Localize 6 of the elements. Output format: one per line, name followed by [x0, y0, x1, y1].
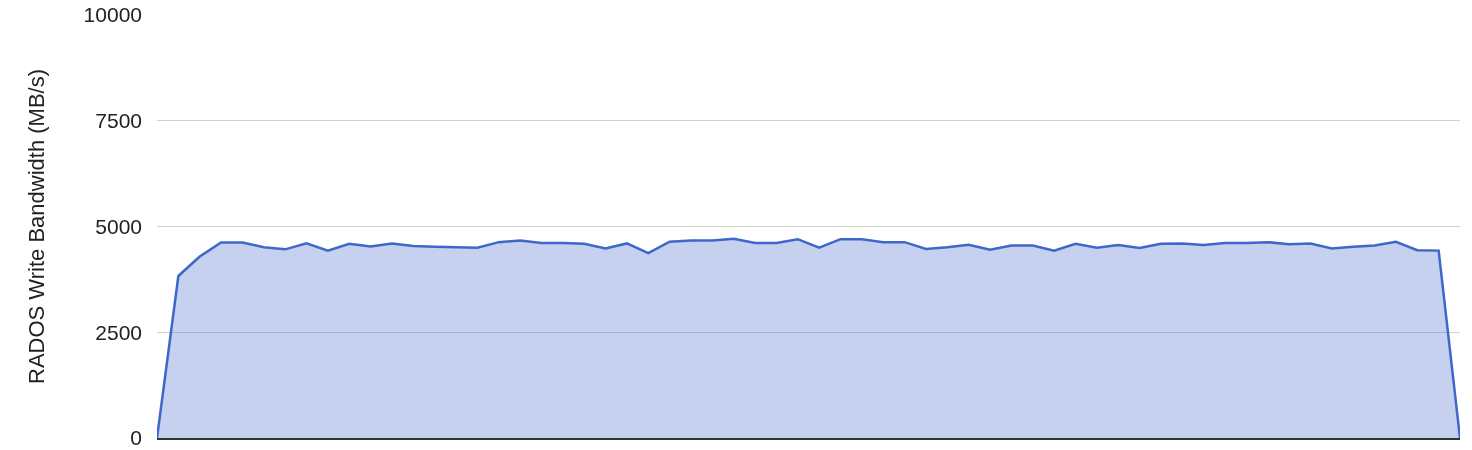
y-axis-title: RADOS Write Bandwidth (MB/s) [24, 68, 50, 385]
y-tick-label: 10000 [83, 3, 142, 27]
y-tick-label: 2500 [95, 320, 142, 344]
y-tick-label: 5000 [95, 214, 142, 238]
y-tick-label: 7500 [95, 109, 142, 133]
y-tick-label: 0 [130, 426, 142, 450]
